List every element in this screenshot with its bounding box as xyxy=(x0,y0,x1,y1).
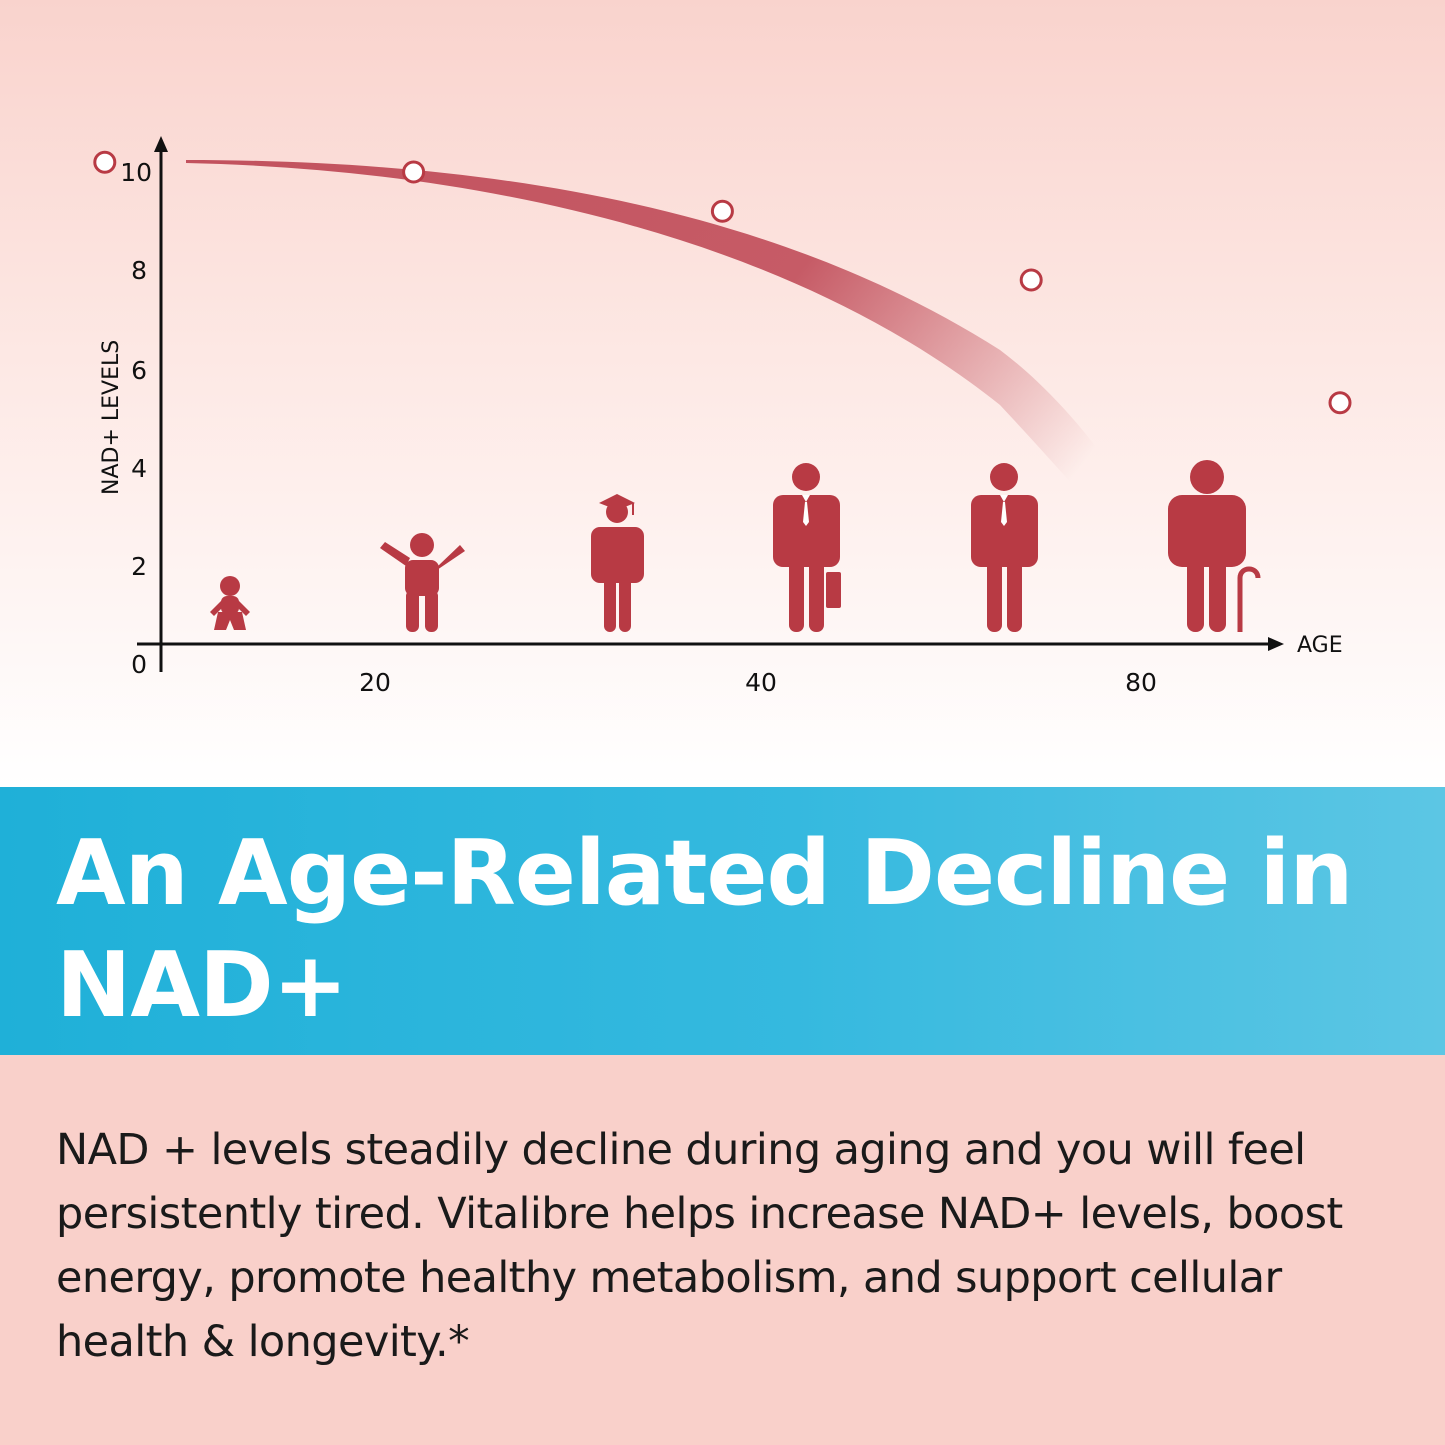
y-tick-label: 4 xyxy=(131,454,147,483)
x-axis-title: AGE xyxy=(1297,633,1343,658)
description-area xyxy=(0,1055,1445,1445)
data-point xyxy=(710,199,734,223)
data-point xyxy=(1328,391,1352,415)
data-points xyxy=(93,150,1352,415)
y-axis-title: NAD+ LEVELS xyxy=(99,340,124,495)
y-tick-label: 0 xyxy=(131,650,147,679)
x-tick-label: 20 xyxy=(359,668,391,697)
data-point xyxy=(1019,268,1043,292)
headline: An Age-Related Decline in NAD+ xyxy=(56,821,1353,1038)
chart-area: 10 8 6 4 2 0 20 40 80 AGE NAD+ LEVELS xyxy=(0,0,1445,787)
child-icon xyxy=(380,533,465,632)
nad-decline-chart: 10 8 6 4 2 0 20 40 80 AGE NAD+ LEVELS xyxy=(93,136,1352,697)
data-point xyxy=(93,150,117,174)
description-text: NAD + levels steadily decline during agi… xyxy=(56,1125,1343,1367)
y-tick-label: 2 xyxy=(131,552,147,581)
y-tick-label: 8 xyxy=(131,256,147,285)
x-tick-label: 80 xyxy=(1125,668,1157,697)
decline-curve-band xyxy=(186,160,1188,628)
elderly-man-icon xyxy=(1168,460,1261,632)
x-tick-label: 40 xyxy=(745,668,777,697)
chart-axes xyxy=(137,136,1284,672)
adult-man-icon xyxy=(971,463,1038,632)
y-tick-label: 6 xyxy=(131,356,147,385)
y-tick-label: 10 xyxy=(120,158,152,187)
businessman-icon xyxy=(773,463,841,632)
data-point xyxy=(402,160,426,184)
baby-icon xyxy=(210,576,250,630)
graduate-icon xyxy=(591,494,644,632)
headline-banner xyxy=(0,787,1445,1055)
